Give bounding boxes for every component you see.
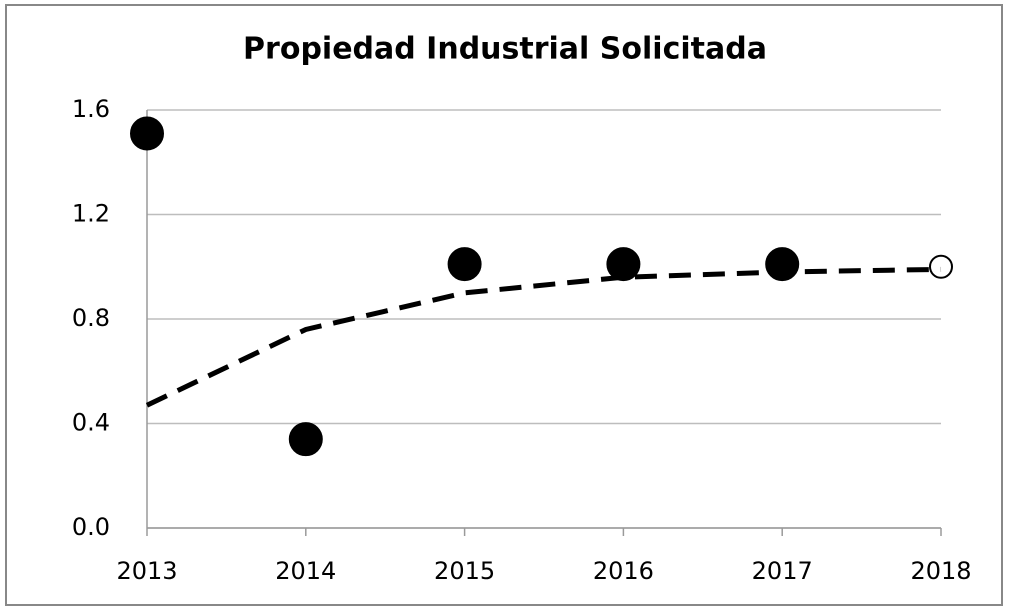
point — [130, 116, 164, 151]
x-tick-label: 2013 — [116, 557, 177, 585]
y-tick-label: 1.6 — [72, 95, 110, 123]
point — [765, 247, 800, 282]
y-tick-label: 0.0 — [72, 513, 110, 541]
chart-frame — [5, 4, 1003, 606]
point — [288, 422, 323, 457]
x-tick-label: 2016 — [593, 557, 654, 585]
x-tick-label: 2018 — [910, 557, 971, 585]
chart-title: Propiedad Industrial Solicitada — [243, 32, 767, 67]
x-tick-label: 2017 — [752, 557, 813, 585]
point — [606, 247, 641, 282]
y-tick-label: 0.8 — [72, 304, 110, 332]
x-tick-label: 2014 — [275, 557, 336, 585]
trend-line — [145, 266, 942, 408]
point — [929, 254, 953, 279]
y-tick-label: 1.2 — [72, 200, 110, 228]
y-tick-label: 0.4 — [72, 409, 110, 437]
x-tick-label: 2015 — [434, 557, 495, 585]
point — [447, 247, 482, 282]
